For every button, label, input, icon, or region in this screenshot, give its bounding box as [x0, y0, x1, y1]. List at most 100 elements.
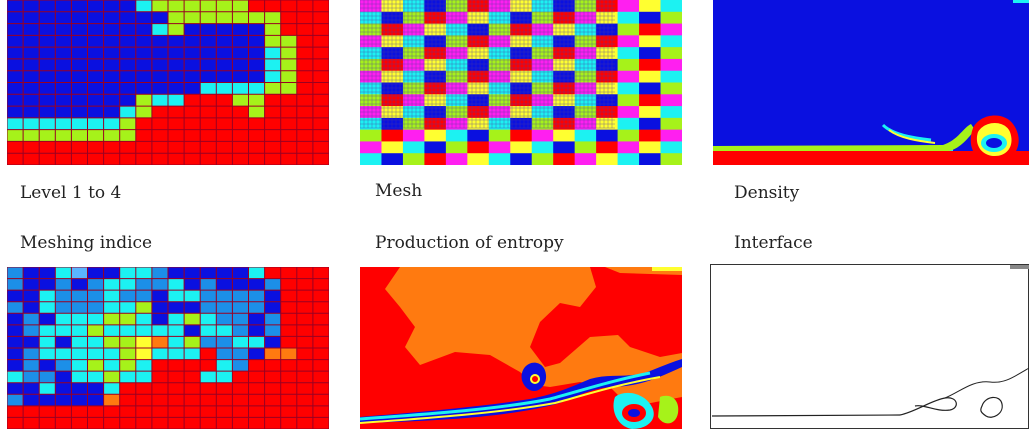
level-cell [296, 70, 314, 83]
entropy-image [360, 267, 682, 429]
level-cell [280, 153, 298, 165]
meshing-cell [248, 405, 266, 418]
level-cell [39, 153, 56, 165]
mesh-cell [660, 58, 682, 72]
level-cell [135, 117, 153, 131]
level-cell [248, 11, 266, 25]
meshing-cell [184, 348, 201, 361]
level-cell [7, 11, 24, 25]
level-cell [71, 106, 88, 119]
meshing-cell [55, 417, 72, 429]
level-cell [280, 0, 298, 13]
meshing-cell [135, 417, 153, 429]
meshing-cell [87, 359, 105, 372]
level-cell [184, 0, 201, 13]
mesh-cell [445, 35, 468, 48]
mesh-cell [596, 35, 619, 48]
mesh-cell [424, 70, 447, 83]
meshing-cell [23, 267, 40, 280]
level-cell [87, 70, 105, 83]
level-cell [168, 117, 185, 131]
meshing-cell [135, 324, 153, 337]
mesh-cell [510, 47, 533, 60]
meshing-cell [87, 267, 105, 280]
level-cell [296, 0, 314, 13]
level-cell [216, 47, 233, 60]
mesh-cell [467, 23, 490, 36]
meshing-cell [135, 394, 153, 407]
meshing-cell [55, 313, 72, 326]
meshing-cell [39, 405, 56, 418]
meshing-cell [232, 278, 249, 291]
level-cell [216, 70, 233, 83]
meshing-cell [296, 301, 314, 314]
meshing-cell [280, 278, 298, 291]
mesh-cell [510, 35, 533, 48]
level-cell [87, 23, 105, 36]
interface-image [710, 264, 1029, 429]
meshing-cell [264, 359, 282, 372]
mesh-cell [596, 82, 619, 95]
mesh-cell [531, 0, 554, 13]
mesh-cell [360, 94, 382, 107]
mesh-cell [360, 35, 382, 48]
level-cell [151, 58, 169, 72]
meshing-cell [23, 348, 40, 361]
meshing-cell [87, 278, 105, 291]
level-cell [39, 129, 56, 142]
meshing-cell [103, 267, 121, 280]
level-cell [135, 47, 153, 60]
level-cell [168, 35, 185, 48]
meshing-cell [7, 417, 24, 429]
level-cell [264, 117, 282, 131]
level-cell [264, 58, 282, 72]
level-cell [232, 117, 249, 131]
level-cell [248, 23, 266, 36]
mesh-cell [360, 141, 382, 154]
level-cell [280, 94, 298, 107]
meshing-cell [168, 267, 185, 280]
level-cell [39, 82, 56, 95]
mesh-cell [360, 70, 382, 83]
level-cell [135, 129, 153, 142]
meshing-cell [87, 290, 105, 303]
mesh-cell [488, 129, 511, 142]
meshing-cell [151, 405, 169, 418]
meshing-cell [71, 336, 88, 349]
level-cell [71, 58, 88, 72]
meshing-cell [280, 359, 298, 372]
meshing-cell [312, 267, 329, 280]
meshing-cell [39, 394, 56, 407]
meshing-cell [184, 417, 201, 429]
level-cell [248, 82, 266, 95]
mesh-cell [531, 11, 554, 25]
mesh-cell [402, 82, 425, 95]
level-cell [151, 35, 169, 48]
meshing-cell [296, 359, 314, 372]
meshing-cell [135, 359, 153, 372]
mesh-cell [639, 82, 662, 95]
mesh-cell [531, 82, 554, 95]
meshing-cell [23, 405, 40, 418]
level-cell [87, 94, 105, 107]
meshing-cell [71, 313, 88, 326]
level-cell [184, 47, 201, 60]
meshing-cell [232, 290, 249, 303]
level-cell [200, 117, 217, 131]
level-cell [135, 82, 153, 95]
mesh-cell [467, 129, 490, 142]
level-cell [71, 153, 88, 165]
mesh-cell [596, 129, 619, 142]
meshing-cell [71, 359, 88, 372]
meshing-cell [23, 359, 40, 372]
level-cell [216, 106, 233, 119]
level-cell [39, 141, 56, 154]
level-cell [168, 141, 185, 154]
level-cell [200, 106, 217, 119]
meshing-cell [87, 417, 105, 429]
meshing-cell [39, 417, 56, 429]
meshing-cell [71, 405, 88, 418]
meshing-cell [151, 278, 169, 291]
meshing-cell [71, 382, 88, 395]
mesh-cell [639, 141, 662, 154]
